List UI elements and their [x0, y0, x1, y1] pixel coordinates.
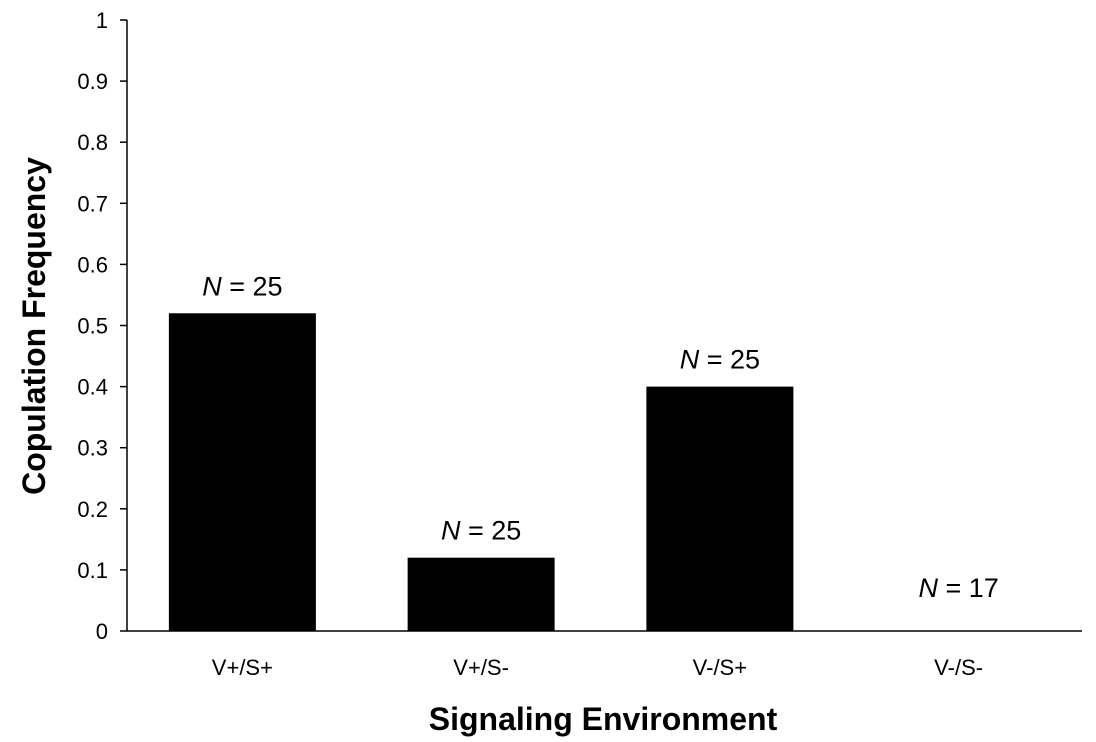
x-tick-label: V-/S-: [934, 655, 983, 680]
y-tick-label: 0.7: [77, 191, 108, 216]
sample-size-label: N = 25: [202, 271, 282, 301]
bar: [646, 386, 794, 631]
sample-size-label: N = 25: [441, 516, 521, 546]
sample-size-label: N = 25: [680, 345, 760, 375]
bar: [168, 313, 316, 631]
x-tick-label: V+/S-: [453, 655, 509, 680]
y-tick-label: 0.6: [77, 252, 108, 277]
y-tick-label: 0.8: [77, 130, 108, 155]
y-tick-label: 1: [96, 8, 108, 33]
x-axis-title: Signaling Environment: [429, 701, 778, 737]
y-tick-label: 0.1: [77, 558, 108, 583]
y-tick-label: 0.5: [77, 314, 108, 339]
x-tick-label: V+/S+: [212, 655, 273, 680]
x-tick-label: V-/S+: [693, 655, 747, 680]
y-tick-label: 0: [96, 619, 108, 644]
chart-labels: V+/S+ N = 25 V+/S- N = 25 V-/S+ N = 25 V-/S- N …: [202, 271, 999, 680]
y-tick-label: 0.9: [77, 69, 108, 94]
y-tick-label: 0.2: [77, 497, 108, 522]
sample-size-label: N = 17: [918, 573, 998, 603]
chart-bars: [168, 313, 794, 631]
bar: [407, 557, 555, 631]
y-axis-title: Copulation Frequency: [16, 157, 52, 495]
y-tick-label: 0.4: [77, 375, 108, 400]
y-tick-label: 0.3: [77, 436, 108, 461]
